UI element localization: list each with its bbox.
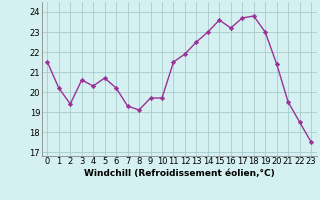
X-axis label: Windchill (Refroidissement éolien,°C): Windchill (Refroidissement éolien,°C)	[84, 169, 275, 178]
